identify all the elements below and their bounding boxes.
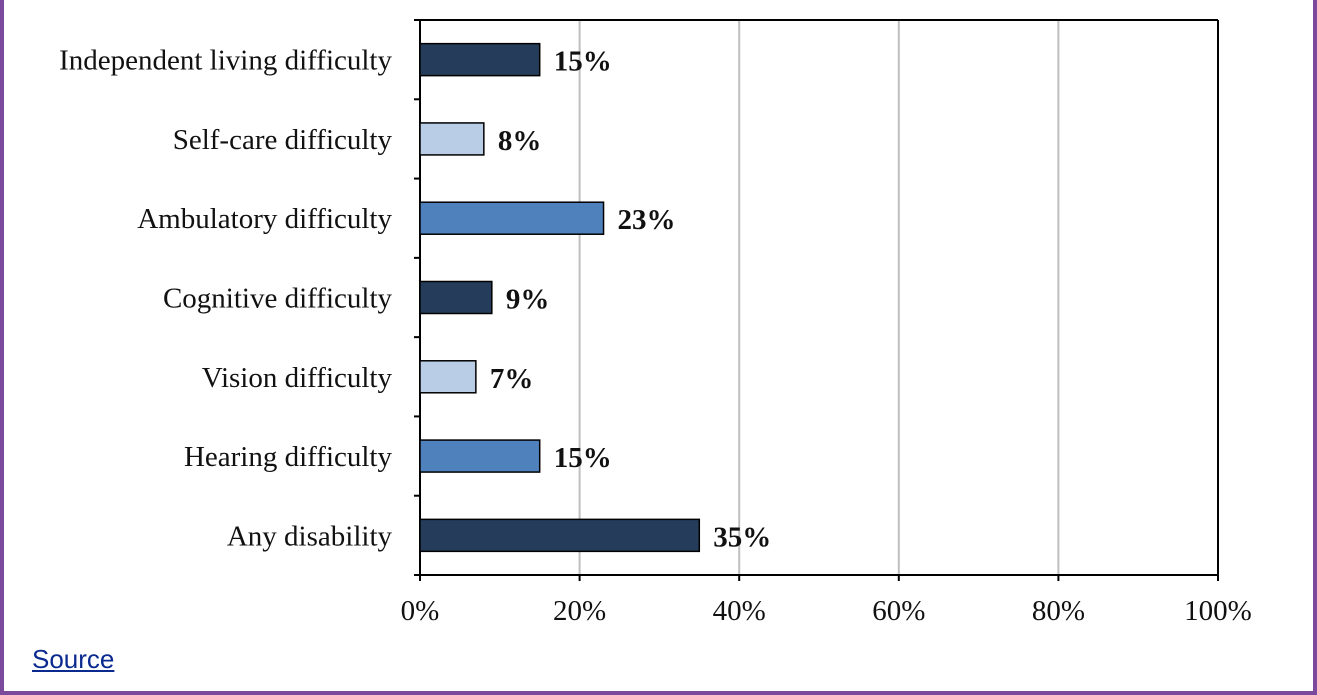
data-label-ambulatory-difficulty: 23% [618, 204, 676, 236]
category-label-any-disability: Any disability [227, 520, 393, 552]
data-label-hearing-difficulty: 15% [554, 442, 612, 474]
bar-independent-living-difficulty [419, 42, 541, 77]
data-label-self-care-difficulty: 8% [498, 125, 541, 157]
x-tick-label-40: 40% [713, 595, 766, 627]
bar-vision-difficulty [419, 360, 477, 394]
x-tick-label-80: 80% [1032, 595, 1085, 627]
category-label-independent-living-difficulty: Independent living difficulty [59, 45, 392, 77]
x-tick-label-60: 60% [872, 595, 925, 627]
category-label-ambulatory-difficulty: Ambulatory difficulty [137, 203, 392, 235]
category-label-cognitive-difficulty: Cognitive difficulty [163, 283, 393, 315]
x-tick-label-0: 0% [401, 595, 440, 627]
category-label-self-care-difficulty: Self-care difficulty [173, 124, 393, 156]
data-label-any-disability: 35% [713, 521, 771, 553]
bar-hearing-difficulty [419, 439, 541, 473]
x-tick-label-20: 20% [553, 595, 606, 627]
bar-self-care-difficulty [419, 122, 485, 156]
category-label-hearing-difficulty: Hearing difficulty [184, 441, 393, 473]
bar-cognitive-difficulty [419, 280, 493, 315]
category-label-vision-difficulty: Vision difficulty [202, 362, 393, 394]
x-tick-label-100: 100% [1184, 595, 1252, 627]
bar-any-disability [419, 518, 701, 553]
data-label-independent-living-difficulty: 15% [554, 46, 612, 78]
data-label-vision-difficulty: 7% [490, 363, 534, 395]
source-link[interactable]: Source [32, 644, 115, 674]
data-label-cognitive-difficulty: 9% [506, 284, 550, 316]
bar-ambulatory-difficulty [419, 201, 605, 235]
